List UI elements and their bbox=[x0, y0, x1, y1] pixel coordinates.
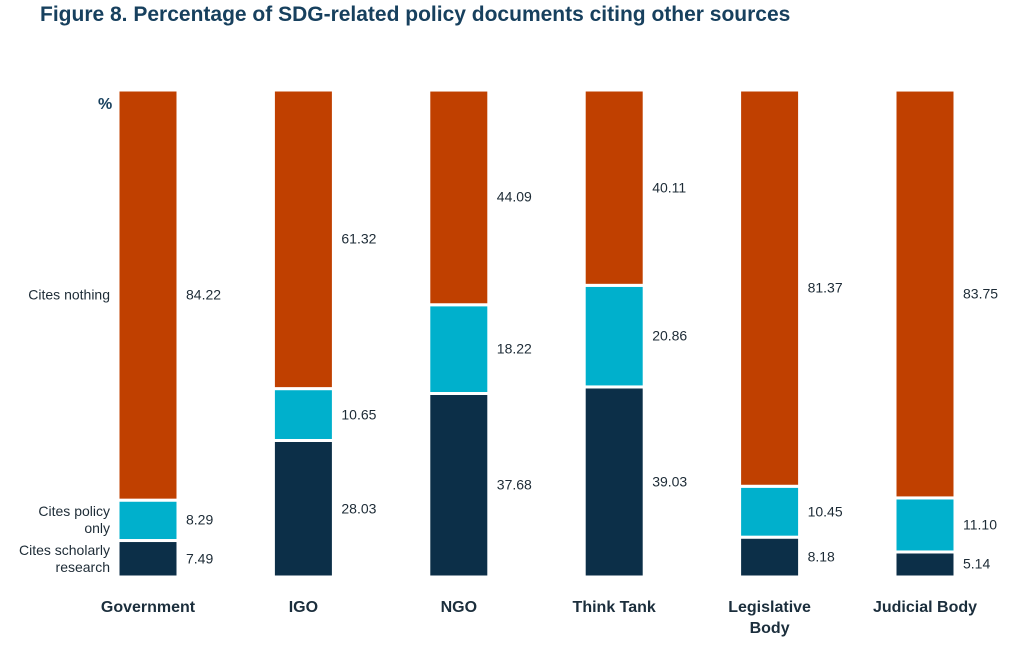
value-label: 83.75 bbox=[963, 285, 999, 302]
value-label: 10.65 bbox=[341, 406, 377, 423]
value-label: 81.37 bbox=[807, 279, 843, 296]
bar-segment bbox=[116, 88, 180, 502]
value-label: 7.49 bbox=[186, 550, 214, 567]
value-label: 61.32 bbox=[341, 230, 377, 247]
value-label: 40.11 bbox=[652, 179, 687, 196]
bar-segment bbox=[271, 438, 335, 579]
value-label: 39.03 bbox=[652, 473, 688, 490]
value-label: 44.09 bbox=[496, 188, 532, 205]
bar-segment bbox=[738, 484, 802, 539]
y-axis-label: % bbox=[98, 96, 113, 113]
x-tick-label: Think Tank bbox=[572, 599, 656, 616]
bar-segment bbox=[582, 88, 646, 287]
legend-entry: Cites policy only bbox=[38, 503, 110, 537]
x-tick-label: Government bbox=[100, 599, 196, 616]
value-label: 11.10 bbox=[963, 516, 997, 533]
bar-segment bbox=[893, 496, 957, 554]
value-label: 37.68 bbox=[496, 476, 532, 493]
bar-segment bbox=[893, 88, 957, 500]
value-label: 18.22 bbox=[496, 340, 532, 357]
value-label: 5.14 bbox=[963, 555, 991, 572]
value-label: 28.03 bbox=[341, 500, 377, 517]
legend-entry: Cites scholarly research bbox=[18, 541, 110, 575]
bar-segment bbox=[116, 539, 180, 579]
x-tick-label: Judicial Body bbox=[872, 599, 978, 616]
legend-entry: Cites nothing bbox=[28, 286, 110, 303]
bar-segment bbox=[582, 283, 646, 389]
bar-segment bbox=[271, 88, 335, 391]
chart-title: Figure 8. Percentage of SDG-related poli… bbox=[40, 3, 791, 26]
x-tick-label: Legislative Body bbox=[728, 599, 811, 637]
value-label: 10.45 bbox=[807, 503, 843, 520]
value-label: 8.18 bbox=[807, 548, 835, 565]
value-label: 8.29 bbox=[186, 511, 214, 528]
x-tick-label: IGO bbox=[288, 599, 319, 616]
bar-segment bbox=[738, 535, 802, 579]
bar-segment bbox=[427, 88, 491, 307]
bar-segment bbox=[427, 391, 491, 579]
bar-segment bbox=[582, 385, 646, 579]
x-tick-label: NGO bbox=[440, 599, 478, 616]
bar-segment bbox=[271, 387, 335, 442]
bar-segment bbox=[893, 550, 957, 579]
bar-segment bbox=[116, 498, 180, 543]
value-label: 20.86 bbox=[652, 327, 688, 344]
bar-segment bbox=[427, 303, 491, 395]
bar-segment bbox=[738, 88, 802, 488]
value-label: 84.22 bbox=[186, 286, 222, 303]
